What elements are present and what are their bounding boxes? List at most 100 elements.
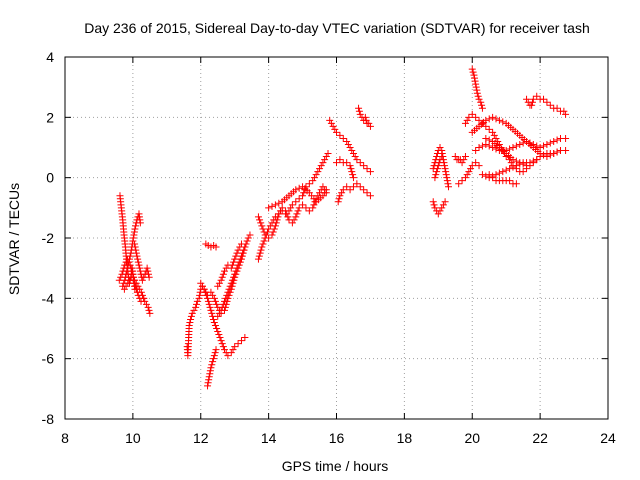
data-point-plus (209, 315, 217, 323)
data-point-plus (144, 267, 152, 275)
data-point-plus (495, 169, 503, 177)
data-point-plus (207, 364, 215, 372)
data-point-plus (321, 189, 329, 197)
data-point-plus (472, 83, 480, 91)
data-point-plus (115, 276, 123, 284)
data-point-plus (204, 297, 212, 305)
data-point-plus (509, 144, 517, 151)
data-point-plus (302, 204, 310, 212)
data-point-plus (336, 156, 344, 164)
data-point-plus (431, 174, 439, 182)
data-point-plus (546, 151, 554, 159)
y-tick-label: -4 (42, 290, 55, 306)
data-point-plus (133, 252, 141, 260)
data-point-plus (529, 95, 537, 103)
data-point-plus (118, 270, 126, 278)
data-point-plus (343, 159, 351, 167)
data-point-plus (136, 264, 144, 272)
data-point-plus (218, 273, 226, 281)
data-point-plus (355, 104, 363, 112)
data-point-plus (316, 165, 324, 173)
data-point-plus (499, 118, 507, 126)
data-point-plus (218, 340, 226, 348)
data-point-plus (231, 343, 239, 351)
x-axis-ticks: 8 10 12 14 16 18 20 22 24 (61, 57, 616, 446)
data-point-plus (132, 249, 140, 257)
y-tick-label: -2 (42, 230, 55, 246)
data-point-plus (136, 219, 144, 227)
data-point-plus (260, 228, 268, 236)
data-point-plus (230, 273, 238, 281)
data-point-plus (441, 198, 449, 206)
data-point-plus (204, 382, 212, 390)
data-point-plus (562, 134, 570, 142)
data-point-plus (475, 162, 483, 170)
data-point-plus (434, 210, 442, 218)
data-point-plus (529, 140, 537, 148)
data-point-plus (553, 104, 561, 112)
data-point-plus (299, 201, 307, 209)
data-point-plus (353, 180, 361, 188)
data-point-plus (209, 355, 217, 363)
data-point-plus (205, 300, 213, 308)
data-point-plus (229, 346, 237, 354)
data-point-plus (275, 210, 283, 218)
y-axis-ticks: -8 -6 -4 -2 0 2 4 (42, 49, 608, 427)
data-point-plus (333, 159, 340, 167)
data-point-plus (131, 240, 139, 248)
data-point-plus (434, 162, 442, 170)
data-point-plus (441, 165, 449, 173)
data-point-plus (433, 168, 441, 176)
data-point-plus (244, 234, 252, 242)
data-point-plus (339, 134, 347, 142)
data-point-plus (351, 153, 359, 161)
data-point-plus (338, 189, 346, 197)
data-point-plus (543, 153, 551, 161)
data-point-plus (258, 222, 266, 230)
data-point-plus (553, 136, 561, 144)
data-point-plus (475, 116, 483, 124)
data-point-plus (322, 153, 330, 161)
data-point-plus (319, 159, 327, 167)
y-tick-label: -8 (42, 411, 55, 427)
data-point-plus (355, 107, 363, 115)
data-point-plus (309, 177, 317, 185)
data-point-plus (214, 328, 222, 336)
data-point-plus (461, 119, 469, 127)
data-point-plus (134, 258, 142, 266)
x-axis-label: GPS time / hours (282, 458, 389, 474)
data-point-plus (463, 171, 471, 179)
data-point-plus (255, 252, 263, 260)
data-point-plus (258, 243, 266, 251)
data-point-plus (214, 312, 222, 320)
data-point-plus (186, 318, 194, 326)
data-point-plus (346, 144, 354, 151)
data-point-plus (333, 128, 340, 136)
data-point-plus (438, 147, 446, 155)
data-point-plus (221, 346, 229, 354)
data-point-plus (268, 202, 276, 210)
data-point-plus (131, 225, 139, 233)
data-point-plus (233, 249, 241, 257)
data-point-plus (305, 180, 313, 188)
data-point-plus (243, 237, 251, 245)
data-point-plus (444, 180, 452, 188)
data-point-plus (193, 297, 201, 305)
data-point-plus (431, 204, 439, 212)
data-point-plus (207, 288, 215, 296)
data-point-plus (485, 142, 493, 150)
data-point-plus (204, 294, 212, 302)
data-point-plus (127, 264, 135, 272)
data-point-plus (519, 168, 527, 176)
data-point-plus (472, 80, 480, 88)
data-point-plus (190, 306, 198, 314)
data-point-plus (295, 184, 303, 192)
data-point-plus (294, 207, 302, 215)
data-point-plus (465, 113, 473, 121)
data-point-plus (256, 249, 264, 257)
data-point-plus (259, 225, 267, 233)
data-point-plus (128, 267, 136, 275)
data-point-plus (489, 113, 497, 121)
data-point-plus (516, 159, 524, 167)
data-point-plus (200, 285, 208, 293)
